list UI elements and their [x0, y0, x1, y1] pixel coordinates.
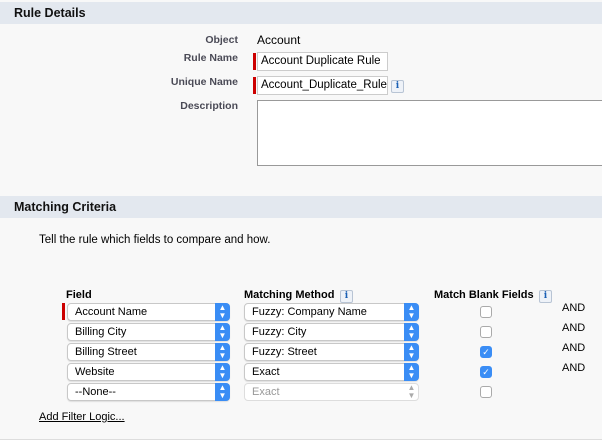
match-blank-checkbox[interactable]: ✓ — [480, 346, 492, 358]
field-select-value: --None-- — [75, 386, 116, 398]
field-select-value: Billing City — [75, 326, 127, 338]
method-select[interactable]: Exact ▲ ▼ — [244, 363, 419, 381]
field-select-value: Account Name — [75, 306, 148, 318]
method-select-value: Fuzzy: Street — [252, 346, 317, 358]
instructions-text: Tell the rule which fields to compare an… — [39, 234, 271, 246]
chevron-updown-icon: ▲ ▼ — [404, 323, 419, 341]
chevron-updown-icon: ▲ ▼ — [215, 323, 230, 341]
match-blank-checkbox[interactable]: ✓ — [480, 366, 492, 378]
method-select[interactable]: Fuzzy: Company Name ▲ ▼ — [244, 303, 419, 321]
field-select[interactable]: Website ▲ ▼ — [67, 363, 230, 381]
rule-details-section — [0, 0, 602, 196]
field-select-value: Billing Street — [75, 346, 137, 358]
rule-name-input[interactable]: Account Duplicate Rule — [257, 52, 388, 71]
field-column-header: Field — [66, 289, 92, 301]
chevron-updown-icon: ▲ ▼ — [215, 383, 230, 401]
info-icon[interactable]: i — [391, 80, 404, 93]
method-select-value: Fuzzy: City — [252, 326, 307, 338]
required-indicator — [253, 53, 256, 70]
info-icon[interactable]: i — [340, 290, 353, 303]
logic-operator: AND — [562, 302, 586, 314]
match-blank-checkbox[interactable] — [480, 386, 492, 398]
add-filter-logic-link[interactable]: Add Filter Logic... — [39, 411, 125, 423]
chevron-updown-icon: ▲ ▼ — [215, 363, 230, 381]
method-select: Exact ▲ ▼ — [244, 383, 419, 401]
method-select-value: Fuzzy: Company Name — [252, 306, 367, 318]
blank-column-header: Match Blank Fields — [434, 289, 534, 301]
method-select-value: Exact — [252, 386, 280, 398]
required-indicator — [62, 303, 65, 320]
field-select[interactable]: --None-- ▲ ▼ — [67, 383, 230, 401]
chevron-updown-icon: ▲ ▼ — [404, 303, 419, 321]
field-select[interactable]: Account Name ▲ ▼ — [67, 303, 230, 321]
chevron-updown-icon: ▲ ▼ — [215, 303, 230, 321]
matching-criteria-header: Matching Criteria — [0, 196, 602, 218]
rule-details-header: Rule Details — [0, 2, 602, 24]
chevron-updown-icon: ▲ ▼ — [215, 343, 230, 361]
info-icon[interactable]: i — [539, 290, 552, 303]
rule-name-label: Rule Name — [183, 52, 238, 64]
required-indicator — [253, 77, 256, 94]
field-select[interactable]: Billing Street ▲ ▼ — [67, 343, 230, 361]
match-blank-checkbox[interactable] — [480, 326, 492, 338]
field-select[interactable]: Billing City ▲ ▼ — [67, 323, 230, 341]
chevron-updown-icon: ▲ ▼ — [407, 383, 416, 400]
chevron-updown-icon: ▲ ▼ — [404, 343, 419, 361]
object-value: Account — [257, 33, 301, 47]
unique-name-input[interactable]: Account_Duplicate_Rule — [257, 76, 388, 95]
method-select[interactable]: Fuzzy: City ▲ ▼ — [244, 323, 419, 341]
chevron-updown-icon: ▲ ▼ — [404, 363, 419, 381]
logic-operator: AND — [562, 322, 586, 334]
description-label: Description — [180, 100, 238, 112]
description-textarea[interactable] — [257, 100, 602, 166]
match-blank-checkbox[interactable] — [480, 306, 492, 318]
field-select-value: Website — [75, 366, 115, 378]
logic-operator: AND — [562, 342, 586, 354]
logic-operator: AND — [562, 362, 586, 374]
object-label: Object — [205, 34, 238, 46]
unique-name-label: Unique Name — [170, 76, 238, 88]
method-select[interactable]: Fuzzy: Street ▲ ▼ — [244, 343, 419, 361]
method-select-value: Exact — [252, 366, 280, 378]
method-column-header: Matching Method — [244, 289, 335, 301]
